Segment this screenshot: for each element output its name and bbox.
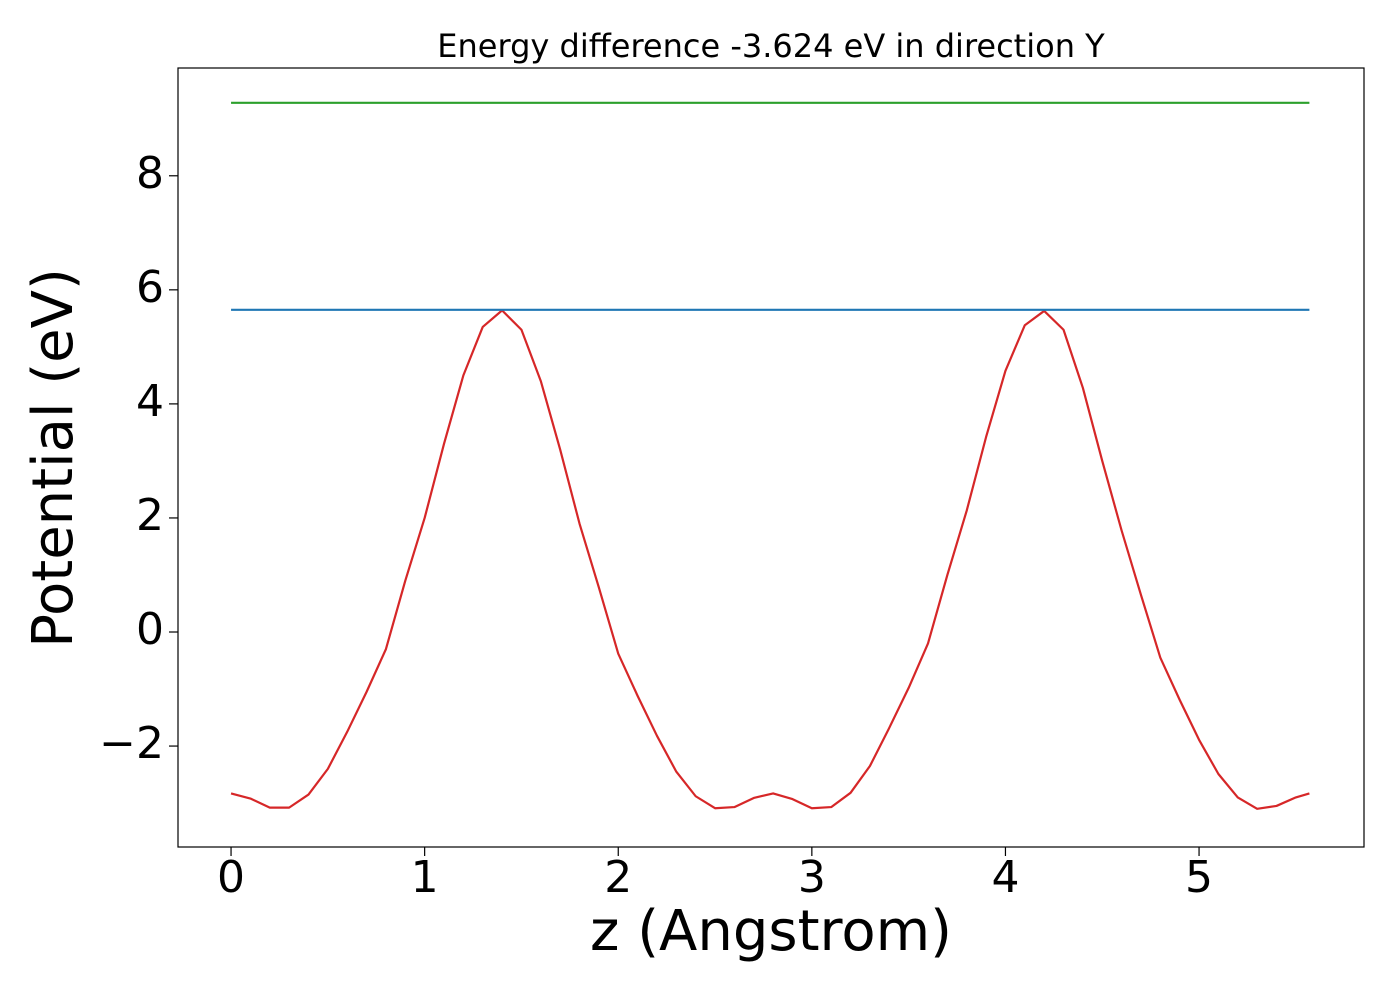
plot-frame (177, 67, 1365, 848)
chart-title: Energy difference -3.624 eV in direction… (437, 27, 1105, 65)
y-tick-label: 4 (136, 376, 164, 427)
x-tick-label: 2 (604, 852, 632, 903)
x-tick-label: 3 (798, 852, 826, 903)
y-axis-label: Potential (eV) (21, 268, 86, 648)
x-axis-label: z (Angstrom) (590, 899, 952, 964)
x-tick-label: 1 (411, 852, 439, 903)
series-line (230, 309, 1310, 810)
x-tick-label: 0 (217, 852, 245, 903)
y-tick-label: 6 (136, 262, 164, 313)
y-tick-label: 8 (136, 148, 164, 199)
y-tick-label: 0 (136, 604, 164, 655)
x-tick-label: 4 (991, 852, 1019, 903)
y-tick-label: −2 (99, 718, 164, 769)
y-tick-label: 2 (136, 490, 164, 541)
x-tick-label: 5 (1185, 852, 1213, 903)
